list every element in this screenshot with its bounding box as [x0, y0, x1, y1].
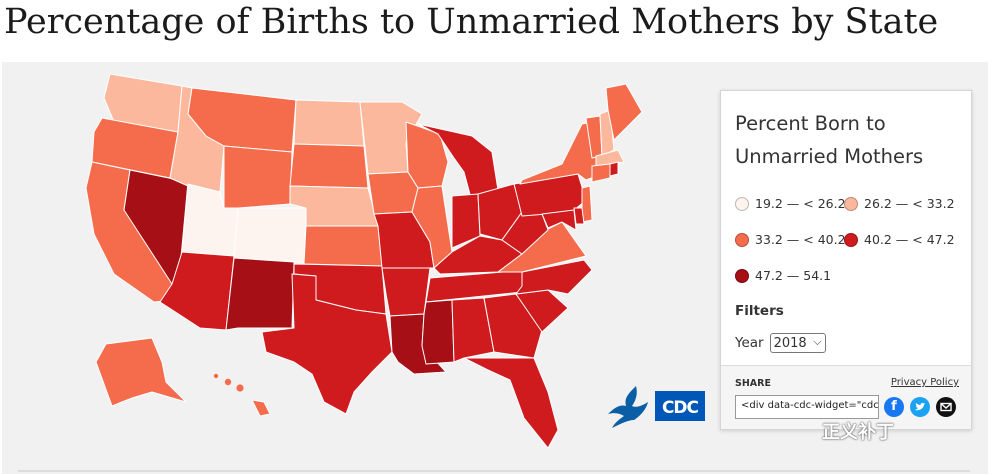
state-ND[interactable] [293, 99, 365, 147]
cdc-logo: CDC [655, 391, 705, 421]
share-section: SHARE Privacy Policy <div data-cdc-widge… [721, 365, 971, 429]
legend-label: 40.2 — < 47.2 [864, 232, 955, 247]
legend-item[interactable]: 47.2 — 54.1 [735, 268, 831, 283]
state-AR[interactable] [381, 267, 431, 317]
chevron-down-icon: ⌵ [813, 335, 822, 348]
state-CT[interactable] [591, 163, 611, 183]
email-icon[interactable] [936, 397, 956, 417]
legend-swatch [735, 196, 749, 211]
state-TX[interactable] [261, 273, 393, 415]
state-MD[interactable] [541, 209, 577, 231]
state-MS[interactable] [421, 299, 455, 365]
twitter-icon[interactable] [910, 397, 930, 417]
legend-item[interactable]: 33.2 — < 40.2 [735, 232, 846, 247]
embed-code-field[interactable]: <div data-cdc-widget="cdc [735, 395, 879, 419]
hhs-eagle-logo [608, 386, 648, 428]
legend-label: 47.2 — 54.1 [755, 268, 832, 283]
privacy-policy-link[interactable]: Privacy Policy [890, 377, 959, 388]
state-AL[interactable] [451, 297, 495, 363]
facebook-icon[interactable]: f [884, 397, 904, 417]
state-NC[interactable] [515, 259, 593, 295]
hawaii-island [224, 378, 232, 386]
state-RI[interactable] [609, 161, 619, 177]
watermark-text: 正义补丁 [822, 422, 894, 443]
hawaii-small-islands [213, 373, 244, 392]
state-CO[interactable] [233, 207, 307, 263]
state-KS[interactable] [303, 225, 383, 267]
bottom-divider [18, 470, 970, 472]
hawaii-island [213, 373, 219, 379]
hawaii-island [236, 384, 244, 392]
state-FL[interactable] [463, 357, 559, 449]
year-filter: Year 2018 ⌵ [735, 333, 826, 353]
legend-item[interactable]: 40.2 — < 47.2 [844, 232, 955, 247]
share-label: SHARE [735, 378, 771, 389]
legend-swatch [844, 232, 858, 247]
state-HI[interactable] [251, 399, 271, 417]
legend-swatch [735, 268, 749, 283]
year-label: Year [735, 335, 764, 351]
page-title: Percentage of Births to Unmarried Mother… [4, 2, 939, 42]
state-AK[interactable] [95, 337, 187, 407]
state-NM[interactable] [225, 257, 295, 331]
legend-label: 19.2 — < 26.2 [755, 196, 846, 211]
year-select-value: 2018 [773, 335, 807, 351]
legend-label: 33.2 — < 40.2 [755, 232, 846, 247]
legend-item[interactable]: 26.2 — < 33.2 [844, 196, 955, 211]
legend-swatch [844, 196, 858, 211]
state-WY[interactable] [223, 145, 293, 209]
legend-title: Percent Born to Unmarried Mothers [735, 112, 924, 168]
state-ME[interactable] [605, 83, 643, 141]
year-select[interactable]: 2018 ⌵ [769, 333, 826, 353]
legend-panel: Percent Born to Unmarried Mothers 19.2 —… [720, 90, 972, 430]
legend-swatch [735, 232, 749, 247]
state-IA[interactable] [367, 171, 419, 215]
us-choropleth-map [85, 73, 643, 449]
legend-item[interactable]: 19.2 — < 26.2 [735, 196, 846, 211]
filters-heading: Filters [735, 303, 784, 319]
state-SD[interactable] [289, 143, 369, 189]
legend-label: 26.2 — < 33.2 [864, 196, 955, 211]
